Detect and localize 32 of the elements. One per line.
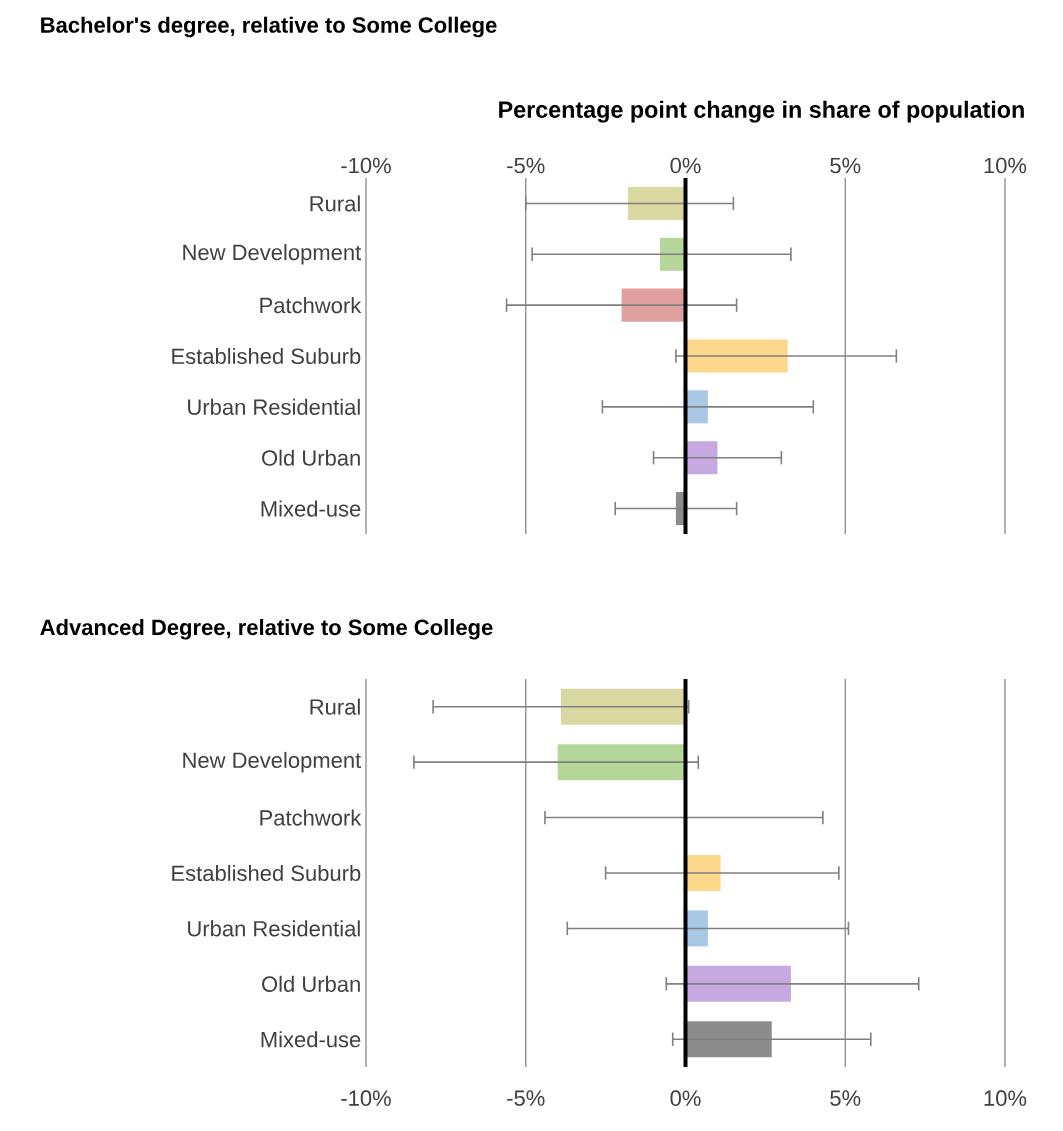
y-tick-label: New Development — [183, 751, 362, 773]
x-tick-label: -5% — [507, 157, 545, 174]
y-tick-label: Mixed-use — [261, 1031, 361, 1048]
bar — [685, 339, 788, 373]
x-tick-label: -10% — [341, 1090, 391, 1106]
y-tick-label: Mixed-use — [261, 500, 361, 517]
y-tick-label: Old Urban — [262, 975, 360, 992]
bar — [557, 744, 686, 781]
y-tick-label: Established Suburb — [172, 864, 361, 882]
y-tick-label: Old Urban — [262, 449, 360, 466]
x-axis-title: Percentage point change in share of population — [499, 100, 1024, 123]
chart-title: Advanced Degree, relative to Some College — [40, 619, 493, 640]
y-tick-label: Urban Residential — [188, 920, 360, 937]
bar — [685, 965, 791, 1002]
y-tick-label: Established Suburb — [172, 347, 361, 365]
x-tick-label: 10% — [984, 157, 1027, 174]
x-tick-label: 5% — [830, 1090, 861, 1106]
y-tick-label: Urban Residential — [188, 398, 360, 415]
y-tick-label: Patchwork — [260, 809, 362, 826]
y-tick-label: New Development — [183, 244, 362, 265]
x-tick-label: 10% — [984, 1090, 1027, 1106]
y-tick-label: Rural — [310, 195, 360, 212]
y-tick-label: Patchwork — [260, 297, 362, 314]
y-tick-label: Rural — [310, 698, 360, 715]
x-tick-label: 5% — [830, 157, 861, 174]
x-tick-label: -5% — [507, 1090, 545, 1106]
x-tick-label: 0% — [670, 157, 701, 174]
x-tick-label: -10% — [341, 157, 391, 174]
chart-title: Bachelor's degree, relative to Some College — [41, 16, 497, 38]
bar — [560, 688, 686, 725]
bar — [627, 186, 686, 220]
x-tick-label: 0% — [670, 1090, 701, 1106]
